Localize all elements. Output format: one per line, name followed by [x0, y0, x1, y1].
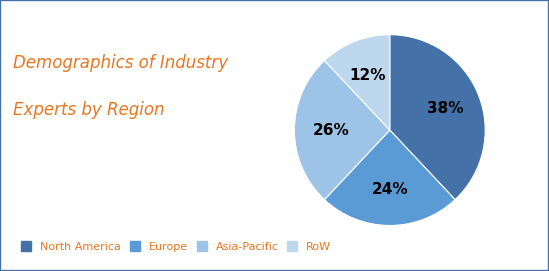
Text: 26%: 26%: [312, 122, 349, 138]
Wedge shape: [324, 35, 390, 130]
Wedge shape: [294, 60, 390, 200]
Text: Experts by Region: Experts by Region: [13, 101, 165, 119]
Text: 38%: 38%: [427, 101, 463, 116]
Wedge shape: [324, 130, 455, 225]
Text: 24%: 24%: [372, 182, 408, 197]
Text: 12%: 12%: [350, 67, 386, 83]
Legend: North America, Europe, Asia-Pacific, RoW: North America, Europe, Asia-Pacific, RoW: [16, 237, 335, 256]
Text: Demographics of Industry: Demographics of Industry: [13, 54, 228, 72]
Wedge shape: [390, 35, 485, 200]
